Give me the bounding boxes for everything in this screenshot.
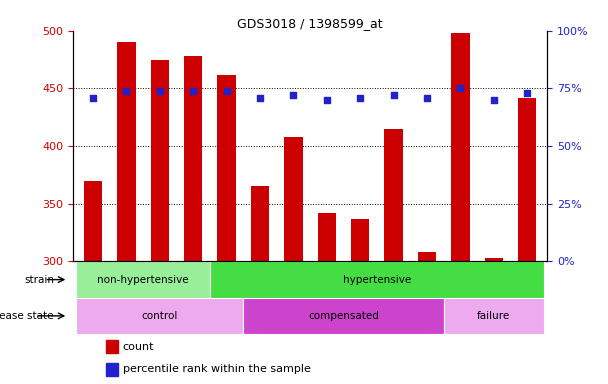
Bar [418, 252, 436, 262]
Point [289, 92, 299, 98]
Point [322, 97, 331, 103]
Point [188, 88, 198, 94]
Point [122, 88, 131, 94]
Bar [218, 74, 236, 262]
Point [88, 94, 98, 101]
Point [489, 97, 499, 103]
Bar [76, 298, 243, 334]
Bar [351, 219, 370, 262]
Bar [384, 129, 402, 262]
Point [255, 94, 265, 101]
Bar [151, 60, 169, 262]
Bar [73, 261, 547, 262]
Point [355, 94, 365, 101]
Bar [76, 262, 210, 298]
Bar [210, 262, 544, 298]
Text: control: control [142, 311, 178, 321]
Bar [284, 137, 303, 262]
Bar [117, 42, 136, 262]
Point [222, 88, 232, 94]
Bar [518, 98, 536, 262]
Bar [444, 298, 544, 334]
Bar [106, 341, 118, 353]
Bar [250, 187, 269, 262]
Point [522, 90, 532, 96]
Point [389, 92, 398, 98]
Bar [485, 258, 503, 262]
Text: strain: strain [24, 275, 54, 285]
Bar [243, 298, 444, 334]
Bar [106, 362, 118, 376]
Bar [84, 181, 102, 262]
Title: GDS3018 / 1398599_at: GDS3018 / 1398599_at [237, 17, 383, 30]
Point [155, 88, 165, 94]
Text: disease state: disease state [0, 311, 54, 321]
Text: count: count [123, 342, 154, 352]
Text: failure: failure [477, 311, 510, 321]
Bar [451, 33, 469, 262]
Text: non-hypertensive: non-hypertensive [97, 275, 189, 285]
Text: hypertensive: hypertensive [343, 275, 411, 285]
Bar [184, 56, 202, 262]
Text: percentile rank within the sample: percentile rank within the sample [123, 364, 311, 374]
Bar [317, 213, 336, 262]
Text: compensated: compensated [308, 311, 379, 321]
Point [455, 85, 465, 91]
Point [422, 94, 432, 101]
